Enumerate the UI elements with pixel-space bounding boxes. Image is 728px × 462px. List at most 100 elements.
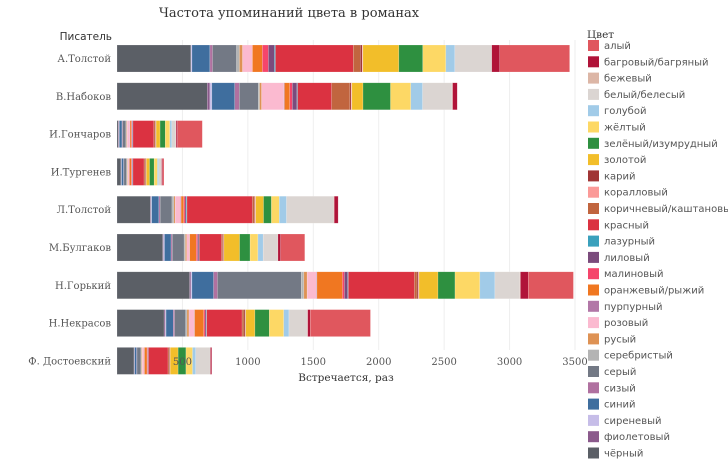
bar-segment[interactable] xyxy=(126,120,131,148)
bar-segment[interactable] xyxy=(422,44,447,73)
bar-segment[interactable] xyxy=(191,44,211,73)
bar-segment[interactable] xyxy=(136,347,142,375)
legend-item[interactable]: фиолетовый xyxy=(588,431,670,443)
bar-segment[interactable] xyxy=(362,82,391,111)
bar-segment[interactable] xyxy=(422,82,453,111)
bar-segment[interactable] xyxy=(144,347,148,375)
legend-item[interactable]: карий xyxy=(588,170,636,182)
bar-segment[interactable] xyxy=(146,347,149,375)
bar-segment[interactable] xyxy=(239,233,251,262)
legend-item[interactable]: коричневый/каштановый xyxy=(588,203,728,215)
bar-segment[interactable] xyxy=(171,195,175,224)
bar-segment[interactable] xyxy=(307,309,311,337)
bar-segment[interactable] xyxy=(116,309,165,337)
bar-segment[interactable] xyxy=(344,271,348,300)
bar-segment[interactable] xyxy=(263,195,272,224)
bar-segment[interactable] xyxy=(520,271,529,300)
bar-segment[interactable] xyxy=(416,271,419,300)
bar-segment[interactable] xyxy=(212,44,237,73)
bar-segment[interactable] xyxy=(171,120,177,148)
bar-segment[interactable] xyxy=(186,309,190,337)
bar-segment[interactable] xyxy=(209,82,213,111)
bar-segment[interactable] xyxy=(199,233,222,262)
bar-segment[interactable] xyxy=(217,271,302,300)
bar-segment[interactable] xyxy=(316,271,343,300)
bar-segment[interactable] xyxy=(499,44,570,73)
bar-segment[interactable] xyxy=(206,309,243,337)
legend-item[interactable]: зелёный/изумрудный xyxy=(588,137,718,150)
bar-segment[interactable] xyxy=(172,233,185,262)
bar-segment[interactable] xyxy=(360,44,363,73)
legend-item[interactable]: алый xyxy=(588,40,631,52)
bar-segment[interactable] xyxy=(159,120,166,148)
bar-segment[interactable] xyxy=(289,82,293,111)
legend-item[interactable]: русый xyxy=(588,333,636,345)
bar-segment[interactable] xyxy=(210,347,212,375)
bar-segment[interactable] xyxy=(351,82,364,111)
bar-segment[interactable] xyxy=(268,44,275,73)
bar-segment[interactable] xyxy=(306,271,317,300)
bar-segment[interactable] xyxy=(300,271,305,300)
legend-item[interactable]: багровый/багряный xyxy=(588,56,709,68)
bar-segment[interactable] xyxy=(452,82,458,111)
bar-segment[interactable] xyxy=(252,195,255,224)
bar-segment[interactable] xyxy=(165,120,171,148)
legend-item[interactable]: красный xyxy=(588,219,649,231)
bar-segment[interactable] xyxy=(154,120,157,148)
legend-item[interactable]: синий xyxy=(588,398,636,411)
bar-segment[interactable] xyxy=(169,347,171,375)
bar-segment[interactable] xyxy=(303,271,308,300)
bar-segment[interactable] xyxy=(159,195,173,224)
bar-segment[interactable] xyxy=(333,195,339,224)
bar-segment[interactable] xyxy=(252,44,263,73)
bar-segment[interactable] xyxy=(398,44,424,73)
bar-segment[interactable] xyxy=(292,82,298,111)
legend-item[interactable]: бежевый xyxy=(588,72,652,85)
bar-segment[interactable] xyxy=(279,195,287,224)
bar-segment[interactable] xyxy=(177,120,203,148)
bar-segment[interactable] xyxy=(155,120,161,148)
bar-segment[interactable] xyxy=(418,271,439,300)
bar-segment[interactable] xyxy=(239,82,259,111)
bar-segment[interactable] xyxy=(209,44,213,73)
bar-segment[interactable] xyxy=(494,271,521,300)
legend-item[interactable]: лазурный xyxy=(588,235,655,248)
bar-segment[interactable] xyxy=(186,233,190,262)
bar-segment[interactable] xyxy=(288,309,308,337)
bar-segment[interactable] xyxy=(170,347,179,375)
bar-segment[interactable] xyxy=(148,347,169,375)
bar-segment[interactable] xyxy=(162,158,165,186)
legend-item[interactable]: пурпурный xyxy=(588,300,663,313)
bar-segment[interactable] xyxy=(211,82,236,111)
bar-segment[interactable] xyxy=(254,195,256,224)
legend-item[interactable]: голубой xyxy=(588,105,646,117)
legend-item[interactable]: серебристый xyxy=(588,349,673,362)
legend-item[interactable]: розовый xyxy=(588,317,648,329)
bar-segment[interactable] xyxy=(437,271,456,300)
bar-segment[interactable] xyxy=(192,347,197,375)
bar-segment[interactable] xyxy=(116,347,135,375)
bar-segment[interactable] xyxy=(129,158,132,186)
legend-item[interactable]: серый xyxy=(588,366,636,378)
bar-segment[interactable] xyxy=(174,195,181,224)
legend-item[interactable]: сиреневый xyxy=(588,414,661,427)
bar-segment[interactable] xyxy=(132,158,145,186)
bar-segment[interactable] xyxy=(454,44,493,73)
bar-segment[interactable] xyxy=(245,309,256,337)
bar-segment[interactable] xyxy=(174,309,186,337)
bar-segment[interactable] xyxy=(116,44,192,73)
bar-segment[interactable] xyxy=(116,82,208,111)
bar-segment[interactable] xyxy=(164,233,172,262)
bar-segment[interactable] xyxy=(145,158,147,186)
bar-segment[interactable] xyxy=(262,233,278,262)
bar-segment[interactable] xyxy=(277,233,281,262)
bar-segment[interactable] xyxy=(239,44,243,73)
legend-item[interactable]: белый/белесый xyxy=(588,88,685,101)
bar-segment[interactable] xyxy=(158,158,162,186)
bar-segment[interactable] xyxy=(191,271,214,300)
bar-segment[interactable] xyxy=(241,309,245,337)
bar-segment[interactable] xyxy=(242,44,253,73)
bar-segment[interactable] xyxy=(169,120,173,148)
bar-segment[interactable] xyxy=(149,158,155,186)
bar-segment[interactable] xyxy=(116,233,164,262)
